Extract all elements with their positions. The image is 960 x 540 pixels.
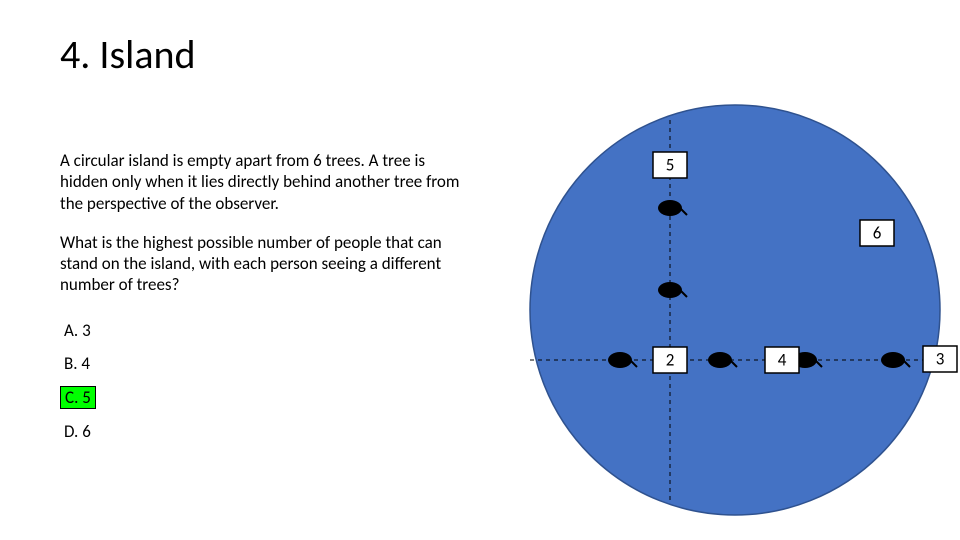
answer-options: A. 3 B. 4 C. 5 D. 6 [60, 314, 460, 449]
slide: { "title": "4. Island", "paragraph1": "A… [0, 0, 960, 540]
svg-text:6: 6 [873, 223, 882, 244]
option-c: C. 5 [60, 386, 96, 409]
question-body: A circular island is empty apart from 6 … [60, 150, 460, 449]
option-d: D. 6 [60, 421, 95, 442]
slide-title: 4. Island [60, 30, 196, 79]
option-b: B. 4 [60, 353, 94, 374]
island-diagram: 5 6 2 4 3 [510, 100, 960, 520]
option-a: A. 3 [60, 320, 95, 341]
question-text-1: A circular island is empty apart from 6 … [60, 150, 460, 214]
svg-text:4: 4 [778, 350, 787, 371]
svg-text:3: 3 [936, 349, 945, 370]
question-text-2: What is the highest possible number of p… [60, 232, 460, 296]
svg-text:5: 5 [666, 155, 675, 176]
svg-text:2: 2 [666, 350, 675, 371]
